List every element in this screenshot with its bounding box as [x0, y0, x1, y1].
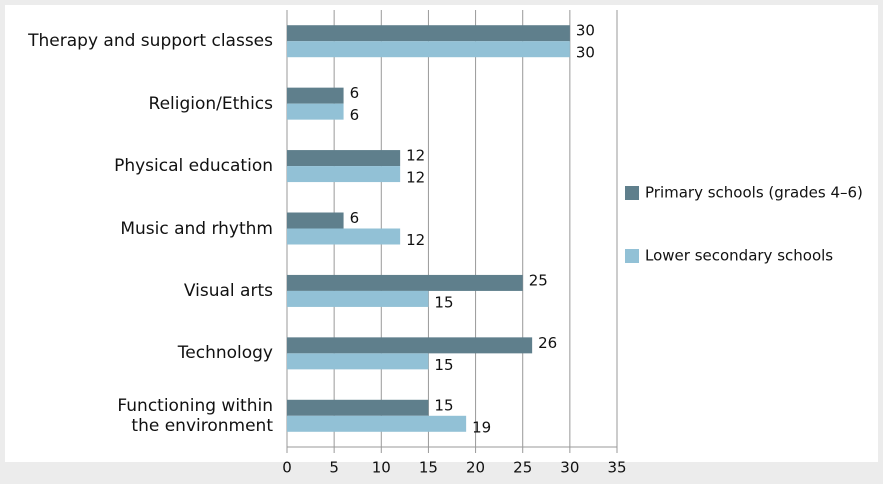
bar: [287, 41, 570, 58]
bar: [287, 103, 344, 120]
value-label: 25: [529, 271, 548, 289]
value-label: 19: [472, 418, 491, 436]
x-tick-label: 15: [419, 459, 438, 477]
bar: [287, 337, 533, 354]
bar: [287, 87, 344, 104]
value-label: 12: [406, 147, 425, 165]
value-label: 15: [434, 356, 453, 374]
value-label: 6: [350, 84, 360, 102]
value-label: 12: [406, 169, 425, 187]
value-label: 6: [350, 106, 360, 124]
x-tick-label: 30: [560, 459, 579, 477]
bar: [287, 150, 401, 167]
legend-label: Lower secondary schools: [645, 247, 833, 265]
y-tick-label: Religion/Ethics: [148, 93, 273, 114]
value-label: 12: [406, 231, 425, 249]
value-label: 6: [350, 209, 360, 227]
value-label: 15: [434, 396, 453, 414]
bar: [287, 166, 401, 183]
legend-swatch: [625, 186, 639, 200]
value-label: 30: [576, 44, 595, 62]
bar: [287, 212, 344, 229]
x-tick-label: 20: [466, 459, 485, 477]
value-label: 15: [434, 293, 453, 311]
legend-swatch: [625, 249, 639, 263]
legend-label: Primary schools (grades 4–6): [645, 184, 863, 202]
y-tick-label: Technology: [177, 343, 273, 364]
y-tick-label: Visual arts: [183, 280, 273, 301]
y-tick-label: Therapy and support classes: [28, 31, 273, 52]
bar: [287, 25, 570, 42]
y-tick-label: Physical education: [114, 156, 273, 177]
chart-panel: [5, 5, 878, 462]
x-tick-label: 35: [607, 459, 626, 477]
y-tick-label: Music and rhythm: [120, 218, 273, 239]
bar: [287, 353, 429, 370]
bar: [287, 274, 523, 291]
x-tick-label: 0: [282, 459, 292, 477]
value-label: 30: [576, 22, 595, 40]
x-tick-label: 5: [329, 459, 339, 477]
x-tick-label: 10: [372, 459, 391, 477]
x-tick-label: 25: [513, 459, 532, 477]
bar: [287, 228, 401, 245]
bar: [287, 290, 429, 307]
value-label: 26: [538, 334, 557, 352]
y-tick-label: Functioning within the environment: [117, 395, 273, 436]
bar: [287, 415, 467, 432]
bar: [287, 399, 429, 416]
